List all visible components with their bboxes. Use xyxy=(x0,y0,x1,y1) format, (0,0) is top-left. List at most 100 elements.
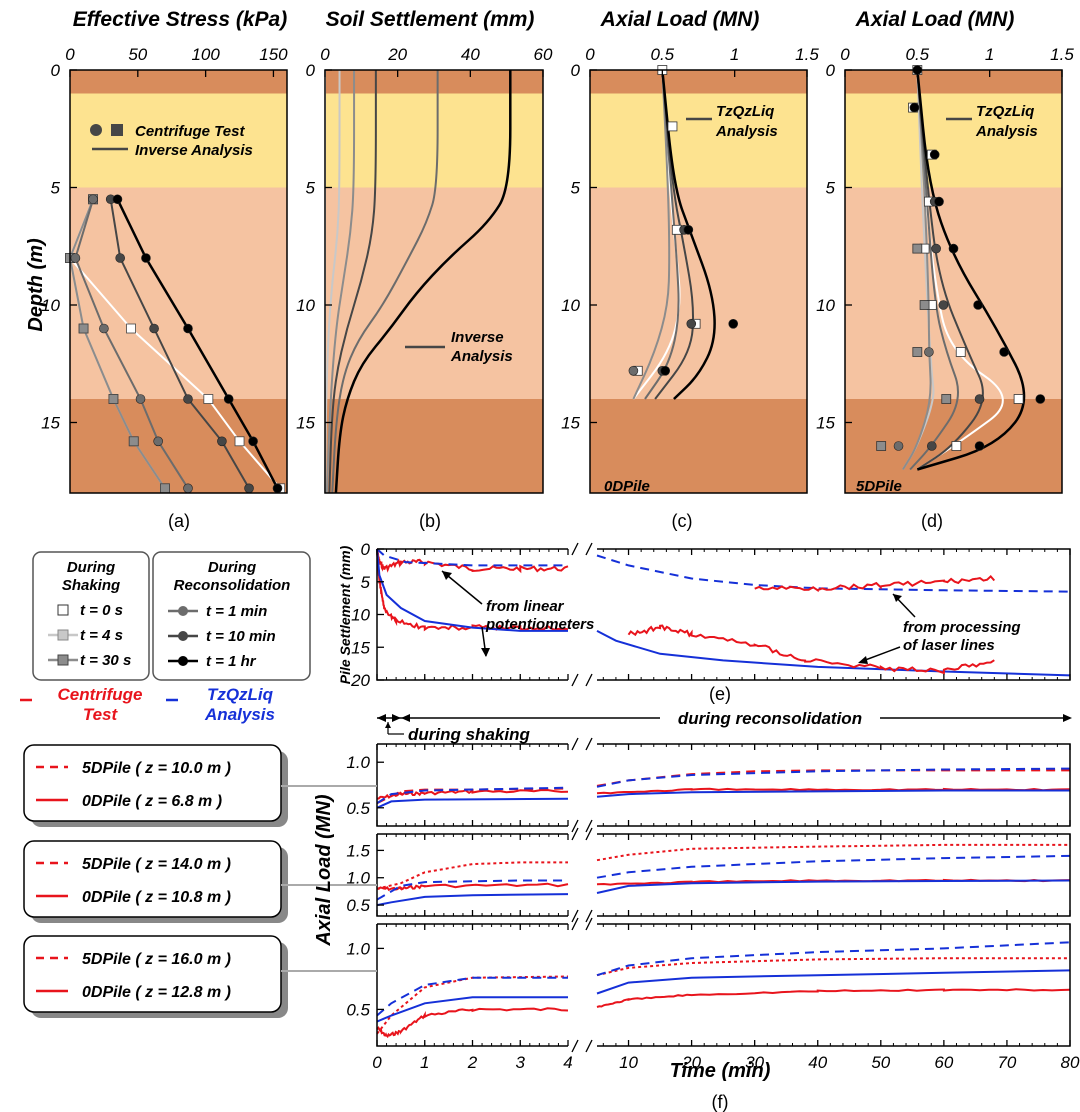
marker-t1min xyxy=(153,436,163,447)
axis-break xyxy=(585,673,593,687)
frame-f3 xyxy=(376,923,1071,1047)
panel-b: 0 20 40 60 0 5 10 15 xyxy=(296,45,553,494)
y-tick-label: 0 xyxy=(826,61,836,80)
legend-t4: t = 4 s xyxy=(80,627,123,644)
marker-t1hr xyxy=(999,347,1009,357)
annotation-tzq-d-2: Analysis xyxy=(975,123,1038,140)
marker-t1hr xyxy=(974,441,985,451)
series-blue xyxy=(596,789,1070,798)
marker-t1min xyxy=(924,347,934,357)
marker-t1hr xyxy=(112,194,123,205)
x-tick-label: 50 xyxy=(871,1053,890,1072)
marker-t10min xyxy=(686,318,697,329)
marker-t30 xyxy=(941,394,952,404)
y-tick-label: 1.0 xyxy=(346,869,370,888)
series-blue xyxy=(596,879,1071,894)
marker-t0 xyxy=(955,347,966,357)
annotation-5dpile: 5DPile xyxy=(856,478,902,495)
series-red-dash xyxy=(596,769,1070,787)
marker-t10min xyxy=(926,441,937,451)
x-tick-label: 100 xyxy=(191,45,220,64)
annotation-inverse-2: Analysis xyxy=(450,348,513,365)
x-tick-label: 1.5 xyxy=(1050,45,1074,64)
axis-break xyxy=(571,819,579,833)
marker-t1hr xyxy=(223,394,234,404)
y-tick-label: 20 xyxy=(350,671,370,690)
annotation-tzq-c-2: Analysis xyxy=(715,123,778,140)
y-tick-label: 10 xyxy=(41,296,60,315)
soil-layer-0 xyxy=(325,70,543,94)
marker-t30 xyxy=(912,347,923,357)
axis-break xyxy=(571,737,579,751)
y-tick-label: 0 xyxy=(306,61,316,80)
annotation-linear-2: potentiometers xyxy=(485,616,594,633)
y-tick-label: 15 xyxy=(351,638,370,657)
series-blue xyxy=(376,996,568,1023)
series-t4 xyxy=(324,69,341,494)
marker-t1min xyxy=(183,483,193,494)
legend-t0: t = 0 s xyxy=(80,602,123,619)
marker-t0 xyxy=(1013,394,1024,404)
pile-label-0d: 0DPile ( z = 10.8 m ) xyxy=(82,889,231,906)
legend-centrifuge-test: Centrifuge Test xyxy=(135,123,245,140)
x-tick-label: 0 xyxy=(840,45,850,64)
circle-marker-icon xyxy=(90,124,102,136)
legend-recon-title-1: During xyxy=(208,559,256,576)
axial-load-axis-label: Axial Load (MN) xyxy=(313,794,335,946)
panel-label-e: (e) xyxy=(709,684,731,704)
depth-axis-label: Depth (m) xyxy=(25,238,47,332)
soil-layer-0 xyxy=(590,70,807,94)
panel-label-b: (b) xyxy=(419,511,441,531)
y-tick-label: 0 xyxy=(571,61,581,80)
x-tick-label: 0 xyxy=(585,45,595,64)
y-tick-label: 0.5 xyxy=(346,1000,370,1019)
soil-layer-2 xyxy=(325,187,543,399)
frame-b xyxy=(324,69,544,494)
marker-t1hr xyxy=(909,102,920,113)
series-blue xyxy=(376,893,569,907)
marker-t1min xyxy=(628,365,639,376)
soil-layer-3 xyxy=(70,399,287,493)
pile-label-0d: 0DPile ( z = 12.8 m ) xyxy=(82,984,231,1001)
axis-break xyxy=(585,827,593,841)
soil-layer-1 xyxy=(70,93,287,188)
x-tick-label: 10 xyxy=(619,1053,638,1072)
marker-t30 xyxy=(160,483,170,494)
pile-label-5d: 5DPile ( z = 14.0 m ) xyxy=(82,856,231,873)
pile-label-0d: 0DPile ( z = 6.8 m ) xyxy=(82,793,222,810)
series-blue xyxy=(376,548,568,632)
marker-t1hr xyxy=(929,149,940,160)
x-tick-label: 60 xyxy=(934,1053,953,1072)
pile-label-5d: 5DPile ( z = 10.0 m ) xyxy=(82,760,231,777)
panel-label-a: (a) xyxy=(168,511,190,531)
time-axis-label: Time (min) xyxy=(670,1060,771,1082)
y-tick-label: 15 xyxy=(41,414,60,433)
marker-t30 xyxy=(919,300,930,310)
legend-t1hr: t = 1 hr xyxy=(206,653,257,670)
annotation-c: TzQzLiq Analysis 0DPile xyxy=(604,103,778,495)
x-tick-label: 20 xyxy=(387,45,407,64)
panel-d: 0 0.5 1 1.5 0 5 10 15 xyxy=(816,45,1074,494)
marker-t30 xyxy=(128,436,139,447)
y-tick-label: 10 xyxy=(296,296,315,315)
series-blue-dash xyxy=(376,786,569,805)
marker-t0 xyxy=(203,394,214,404)
series-centrifuge xyxy=(596,988,1071,1008)
marker-t1hr xyxy=(1035,394,1046,404)
marker-t10min xyxy=(149,323,159,334)
marker-t1min xyxy=(70,253,81,263)
y-tick-label: 10 xyxy=(816,296,835,315)
series-blue-dash xyxy=(376,879,568,901)
x-tick-label: 0 xyxy=(320,45,330,64)
legend-tzq-1: TzQzLiq xyxy=(207,685,274,704)
soil-layer-2 xyxy=(70,187,287,399)
x-tick-label: 40 xyxy=(808,1053,827,1072)
frame-d xyxy=(844,69,1063,494)
series-blue xyxy=(376,797,569,809)
marker-t10min xyxy=(974,394,985,404)
y-tick-label: 5 xyxy=(826,179,836,198)
x-tick-label: 1 xyxy=(985,45,994,64)
marker-t1hr xyxy=(948,243,959,254)
annotation-0dpile: 0DPile xyxy=(604,478,650,495)
